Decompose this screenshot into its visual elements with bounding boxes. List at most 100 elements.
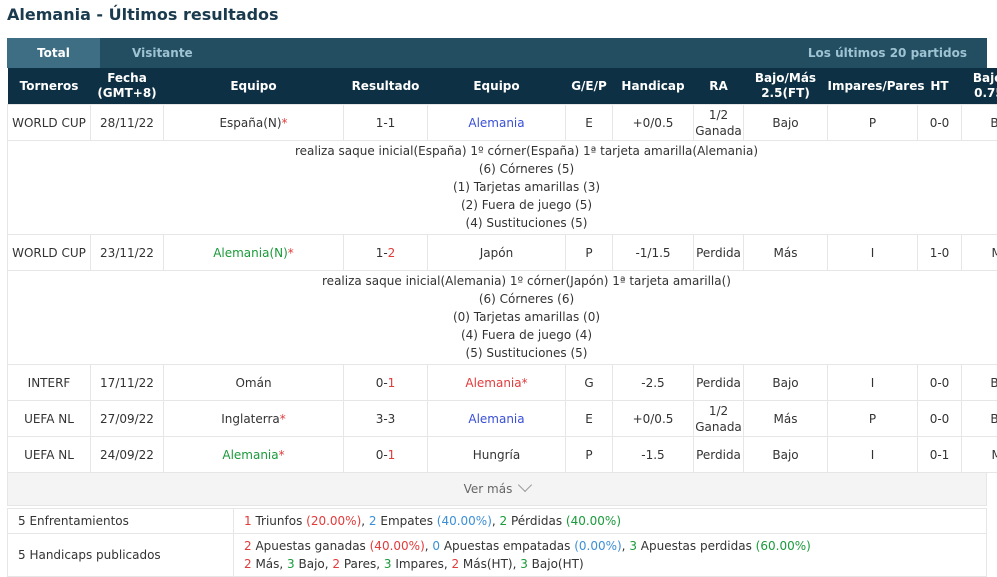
match-details: realiza saque inicial(Alemania) 1º córne…: [8, 271, 997, 365]
ht-score-cell: 0-0: [918, 401, 962, 437]
tournament-cell[interactable]: UEFA NL: [8, 437, 91, 473]
away-team-cell[interactable]: Hungría: [428, 437, 566, 473]
detail-substitutions: (5) Sustituciones (5): [8, 344, 997, 362]
detail-yellow-cards: (0) Tarjetas amarillas (0): [8, 308, 997, 326]
tab-visitor[interactable]: Visitante: [132, 38, 193, 68]
ht-score-cell: 0-0: [918, 365, 962, 401]
date-cell: 23/11/22: [91, 235, 164, 271]
handicap-cell: +0/0.5: [613, 401, 694, 437]
home-team-cell[interactable]: Alemania(N)*: [164, 235, 344, 271]
col-gep: G/E/P: [566, 68, 613, 105]
tab-bar: Total Visitante Los últimos 20 partidos: [7, 38, 987, 68]
handicap-cell: -1.5: [613, 437, 694, 473]
col-ra: RA: [694, 68, 744, 105]
ra-cell: Perdida: [694, 365, 744, 401]
match-detail-row: realiza saque inicial(España) 1º córner(…: [8, 141, 997, 235]
score-cell[interactable]: 1-1: [344, 105, 428, 141]
detail-yellow-cards: (1) Tarjetas amarillas (3): [8, 178, 997, 196]
match-row[interactable]: UEFA NL 27/09/22 Inglaterra* 3-3 Alemani…: [8, 401, 997, 437]
handicap-cell: +0/0.5: [613, 105, 694, 141]
show-more-button[interactable]: Ver más: [7, 473, 987, 506]
date-cell: 28/11/22: [91, 105, 164, 141]
match-row[interactable]: WORLD CUP 28/11/22 España(N)* 1-1 Aleman…: [8, 105, 997, 141]
odd-even-cell: I: [828, 235, 918, 271]
score-cell[interactable]: 0-1: [344, 437, 428, 473]
over-under-ht-cell: Bajo: [962, 401, 997, 437]
results-panel: Total Visitante Los últimos 20 partidos …: [7, 38, 987, 577]
ht-score-cell: 0-0: [918, 105, 962, 141]
handicap-bets-line: 2 Apuestas ganadas (40.00%), 0 Apuestas …: [244, 537, 986, 555]
over-under-ft-cell: Bajo: [744, 105, 828, 141]
home-team-cell[interactable]: Omán: [164, 365, 344, 401]
summary-label-matches: 5 Enfrentamientos: [8, 509, 234, 534]
ra-cell: Perdida: [694, 437, 744, 473]
score-cell[interactable]: 1-2: [344, 235, 428, 271]
date-cell: 17/11/22: [91, 365, 164, 401]
result-gep-cell: P: [566, 235, 613, 271]
tournament-cell[interactable]: INTERF: [8, 365, 91, 401]
detail-corners: (6) Córneres (6): [8, 290, 997, 308]
handicap-cell: -2.5: [613, 365, 694, 401]
match-detail-row: realiza saque inicial(Alemania) 1º córne…: [8, 271, 997, 365]
away-team-cell[interactable]: Alemania*: [428, 365, 566, 401]
home-team-cell[interactable]: España(N)*: [164, 105, 344, 141]
date-cell: 27/09/22: [91, 401, 164, 437]
match-details: realiza saque inicial(España) 1º córner(…: [8, 141, 997, 235]
detail-kickoff: realiza saque inicial(España) 1º córner(…: [8, 142, 997, 160]
col-bajo-mas-ht: Bajo/Más0.75(HT): [962, 68, 997, 105]
tournament-cell[interactable]: WORLD CUP: [8, 235, 91, 271]
ra-cell: Perdida: [694, 235, 744, 271]
col-torneos: Torneros: [8, 68, 91, 105]
match-row[interactable]: WORLD CUP 23/11/22 Alemania(N)* 1-2 Japó…: [8, 235, 997, 271]
away-team-cell[interactable]: Alemania: [428, 105, 566, 141]
result-gep-cell: E: [566, 401, 613, 437]
tournament-cell[interactable]: UEFA NL: [8, 401, 91, 437]
detail-substitutions: (4) Sustituciones (5): [8, 214, 997, 232]
page-title: Alemania - Últimos resultados: [7, 5, 279, 24]
col-resultado: Resultado: [344, 68, 428, 105]
date-cell: 24/09/22: [91, 437, 164, 473]
away-team-cell[interactable]: Japón: [428, 235, 566, 271]
ht-score-cell: 1-0: [918, 235, 962, 271]
over-under-line: 2 Más, 3 Bajo, 2 Pares, 3 Impares, 2 Más…: [244, 555, 986, 573]
result-gep-cell: E: [566, 105, 613, 141]
ht-score-cell: 0-1: [918, 437, 962, 473]
result-gep-cell: G: [566, 365, 613, 401]
col-impares-pares: Impares/Pares: [828, 68, 918, 105]
score-cell[interactable]: 0-1: [344, 365, 428, 401]
home-team-cell[interactable]: Inglaterra*: [164, 401, 344, 437]
over-under-ft-cell: Más: [744, 235, 828, 271]
show-more-label: Ver más: [464, 482, 513, 496]
score-cell[interactable]: 3-3: [344, 401, 428, 437]
summary-value-handicaps: 2 Apuestas ganadas (40.00%), 0 Apuestas …: [234, 534, 987, 577]
over-under-ft-cell: Más: [744, 401, 828, 437]
handicap-cell: -1/1.5: [613, 235, 694, 271]
home-team-cell[interactable]: Alemania*: [164, 437, 344, 473]
summary-table: 5 Enfrentamientos 1 Triunfos (20.00%), 2…: [7, 508, 987, 577]
odd-even-cell: I: [828, 365, 918, 401]
over-under-ht-cell: Más: [962, 437, 997, 473]
tournament-cell[interactable]: WORLD CUP: [8, 105, 91, 141]
result-gep-cell: P: [566, 437, 613, 473]
match-row[interactable]: INTERF 17/11/22 Omán 0-1 Alemania* G -2.…: [8, 365, 997, 401]
summary-label-handicaps: 5 Handicaps publicados: [8, 534, 234, 577]
detail-offsides: (4) Fuera de juego (4): [8, 326, 997, 344]
summary-row-handicaps: 5 Handicaps publicados 2 Apuestas ganada…: [8, 534, 987, 577]
match-row[interactable]: UEFA NL 24/09/22 Alemania* 0-1 Hungría P…: [8, 437, 997, 473]
over-under-ht-cell: Más: [962, 235, 997, 271]
tab-total[interactable]: Total: [7, 38, 100, 68]
results-table: Torneros Fecha(GMT+8) Equipo Resultado E…: [7, 68, 997, 473]
header-row: Torneros Fecha(GMT+8) Equipo Resultado E…: [8, 68, 997, 105]
away-team-cell[interactable]: Alemania: [428, 401, 566, 437]
summary-row-matches: 5 Enfrentamientos 1 Triunfos (20.00%), 2…: [8, 509, 987, 534]
detail-offsides: (2) Fuera de juego (5): [8, 196, 997, 214]
over-under-ft-cell: Bajo: [744, 437, 828, 473]
odd-even-cell: I: [828, 437, 918, 473]
last-20-matches-selector[interactable]: Los últimos 20 partidos: [808, 38, 967, 68]
over-under-ht-cell: Bajo: [962, 105, 997, 141]
detail-kickoff: realiza saque inicial(Alemania) 1º córne…: [8, 272, 997, 290]
col-equipo-away: Equipo: [428, 68, 566, 105]
detail-corners: (6) Córneres (5): [8, 160, 997, 178]
